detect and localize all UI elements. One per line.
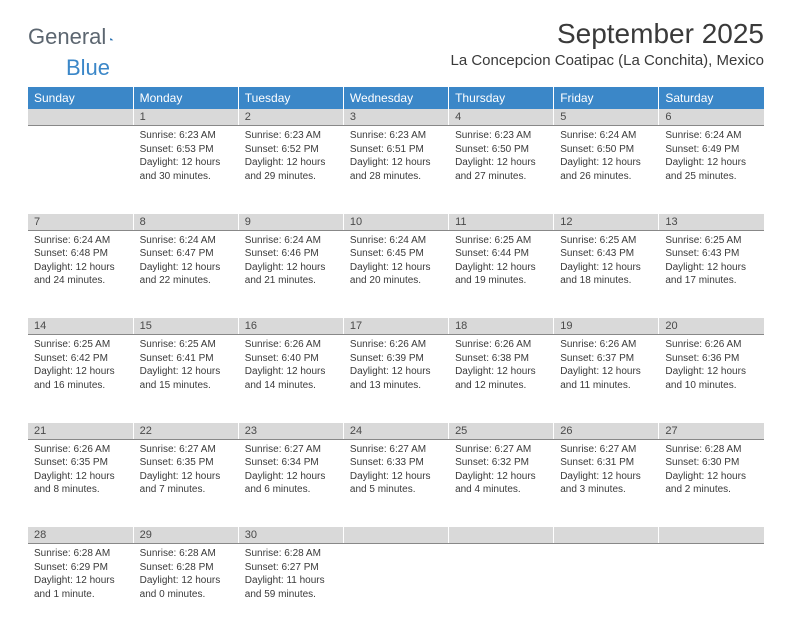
day-number: 9	[238, 214, 343, 231]
day-cell: Sunrise: 6:23 AMSunset: 6:53 PMDaylight:…	[133, 126, 238, 214]
day-number: 26	[554, 423, 659, 440]
content-row: Sunrise: 6:25 AMSunset: 6:42 PMDaylight:…	[28, 335, 764, 423]
day-number	[554, 527, 659, 544]
day-number: 21	[28, 423, 133, 440]
daynum-row: 282930	[28, 527, 764, 544]
day-cell: Sunrise: 6:27 AMSunset: 6:34 PMDaylight:…	[238, 439, 343, 527]
day-number: 23	[238, 423, 343, 440]
day-number: 1	[133, 109, 238, 126]
day-cell: Sunrise: 6:25 AMSunset: 6:43 PMDaylight:…	[659, 230, 764, 318]
day-cell: Sunrise: 6:24 AMSunset: 6:46 PMDaylight:…	[238, 230, 343, 318]
day-number	[659, 527, 764, 544]
day-number: 8	[133, 214, 238, 231]
day-number: 17	[343, 318, 448, 335]
day-cell: Sunrise: 6:28 AMSunset: 6:30 PMDaylight:…	[659, 439, 764, 527]
month-title: September 2025	[451, 18, 765, 50]
day-cell: Sunrise: 6:25 AMSunset: 6:41 PMDaylight:…	[133, 335, 238, 423]
day-cell: Sunrise: 6:26 AMSunset: 6:35 PMDaylight:…	[28, 439, 133, 527]
day-number: 22	[133, 423, 238, 440]
day-number: 3	[343, 109, 448, 126]
day-number: 27	[659, 423, 764, 440]
day-cell: Sunrise: 6:26 AMSunset: 6:36 PMDaylight:…	[659, 335, 764, 423]
day-cell: Sunrise: 6:27 AMSunset: 6:31 PMDaylight:…	[554, 439, 659, 527]
day-number: 24	[343, 423, 448, 440]
day-cell	[343, 544, 448, 632]
calendar-body: 123456Sunrise: 6:23 AMSunset: 6:53 PMDay…	[28, 109, 764, 632]
day-number	[449, 527, 554, 544]
daynum-row: 78910111213	[28, 214, 764, 231]
day-cell: Sunrise: 6:24 AMSunset: 6:45 PMDaylight:…	[343, 230, 448, 318]
day-number: 2	[238, 109, 343, 126]
day-number: 20	[659, 318, 764, 335]
location: La Concepcion Coatipac (La Conchita), Me…	[451, 52, 765, 69]
day-cell: Sunrise: 6:24 AMSunset: 6:48 PMDaylight:…	[28, 230, 133, 318]
day-cell: Sunrise: 6:26 AMSunset: 6:40 PMDaylight:…	[238, 335, 343, 423]
calendar-page: General September 2025 La Concepcion Coa…	[0, 0, 792, 642]
day-number	[28, 109, 133, 126]
day-number: 5	[554, 109, 659, 126]
day-cell: Sunrise: 6:24 AMSunset: 6:49 PMDaylight:…	[659, 126, 764, 214]
weekday-monday: Monday	[133, 87, 238, 109]
day-cell: Sunrise: 6:27 AMSunset: 6:32 PMDaylight:…	[449, 439, 554, 527]
day-cell: Sunrise: 6:23 AMSunset: 6:50 PMDaylight:…	[449, 126, 554, 214]
day-number: 16	[238, 318, 343, 335]
day-number: 12	[554, 214, 659, 231]
logo-word1: General	[28, 24, 106, 50]
daynum-row: 21222324252627	[28, 423, 764, 440]
logo-word2: Blue	[66, 55, 110, 81]
weekday-saturday: Saturday	[659, 87, 764, 109]
day-cell: Sunrise: 6:24 AMSunset: 6:47 PMDaylight:…	[133, 230, 238, 318]
logo-triangle-icon	[110, 31, 113, 47]
day-number: 11	[449, 214, 554, 231]
content-row: Sunrise: 6:24 AMSunset: 6:48 PMDaylight:…	[28, 230, 764, 318]
day-cell: Sunrise: 6:25 AMSunset: 6:44 PMDaylight:…	[449, 230, 554, 318]
day-number: 28	[28, 527, 133, 544]
day-cell: Sunrise: 6:23 AMSunset: 6:52 PMDaylight:…	[238, 126, 343, 214]
content-row: Sunrise: 6:23 AMSunset: 6:53 PMDaylight:…	[28, 126, 764, 214]
day-number: 29	[133, 527, 238, 544]
day-cell: Sunrise: 6:25 AMSunset: 6:43 PMDaylight:…	[554, 230, 659, 318]
day-cell: Sunrise: 6:28 AMSunset: 6:27 PMDaylight:…	[238, 544, 343, 632]
day-number: 10	[343, 214, 448, 231]
day-cell	[554, 544, 659, 632]
day-cell: Sunrise: 6:27 AMSunset: 6:35 PMDaylight:…	[133, 439, 238, 527]
day-number: 4	[449, 109, 554, 126]
calendar-table: Sunday Monday Tuesday Wednesday Thursday…	[28, 87, 764, 632]
day-number: 25	[449, 423, 554, 440]
logo: General	[28, 24, 132, 50]
day-number: 14	[28, 318, 133, 335]
weekday-wednesday: Wednesday	[343, 87, 448, 109]
title-block: September 2025 La Concepcion Coatipac (L…	[451, 18, 765, 69]
daynum-row: 123456	[28, 109, 764, 126]
day-cell	[659, 544, 764, 632]
day-cell: Sunrise: 6:24 AMSunset: 6:50 PMDaylight:…	[554, 126, 659, 214]
day-cell: Sunrise: 6:27 AMSunset: 6:33 PMDaylight:…	[343, 439, 448, 527]
weekday-thursday: Thursday	[449, 87, 554, 109]
day-number: 6	[659, 109, 764, 126]
weekday-header-row: Sunday Monday Tuesday Wednesday Thursday…	[28, 87, 764, 109]
day-cell: Sunrise: 6:28 AMSunset: 6:28 PMDaylight:…	[133, 544, 238, 632]
content-row: Sunrise: 6:28 AMSunset: 6:29 PMDaylight:…	[28, 544, 764, 632]
day-number: 15	[133, 318, 238, 335]
day-number: 19	[554, 318, 659, 335]
day-number: 30	[238, 527, 343, 544]
weekday-tuesday: Tuesday	[238, 87, 343, 109]
day-cell: Sunrise: 6:26 AMSunset: 6:39 PMDaylight:…	[343, 335, 448, 423]
weekday-sunday: Sunday	[28, 87, 133, 109]
weekday-friday: Friday	[554, 87, 659, 109]
day-number: 7	[28, 214, 133, 231]
day-number	[343, 527, 448, 544]
daynum-row: 14151617181920	[28, 318, 764, 335]
day-cell: Sunrise: 6:26 AMSunset: 6:38 PMDaylight:…	[449, 335, 554, 423]
day-number: 18	[449, 318, 554, 335]
content-row: Sunrise: 6:26 AMSunset: 6:35 PMDaylight:…	[28, 439, 764, 527]
day-cell: Sunrise: 6:26 AMSunset: 6:37 PMDaylight:…	[554, 335, 659, 423]
day-cell: Sunrise: 6:28 AMSunset: 6:29 PMDaylight:…	[28, 544, 133, 632]
day-cell	[449, 544, 554, 632]
day-cell: Sunrise: 6:25 AMSunset: 6:42 PMDaylight:…	[28, 335, 133, 423]
day-cell: Sunrise: 6:23 AMSunset: 6:51 PMDaylight:…	[343, 126, 448, 214]
day-number: 13	[659, 214, 764, 231]
day-cell	[28, 126, 133, 214]
